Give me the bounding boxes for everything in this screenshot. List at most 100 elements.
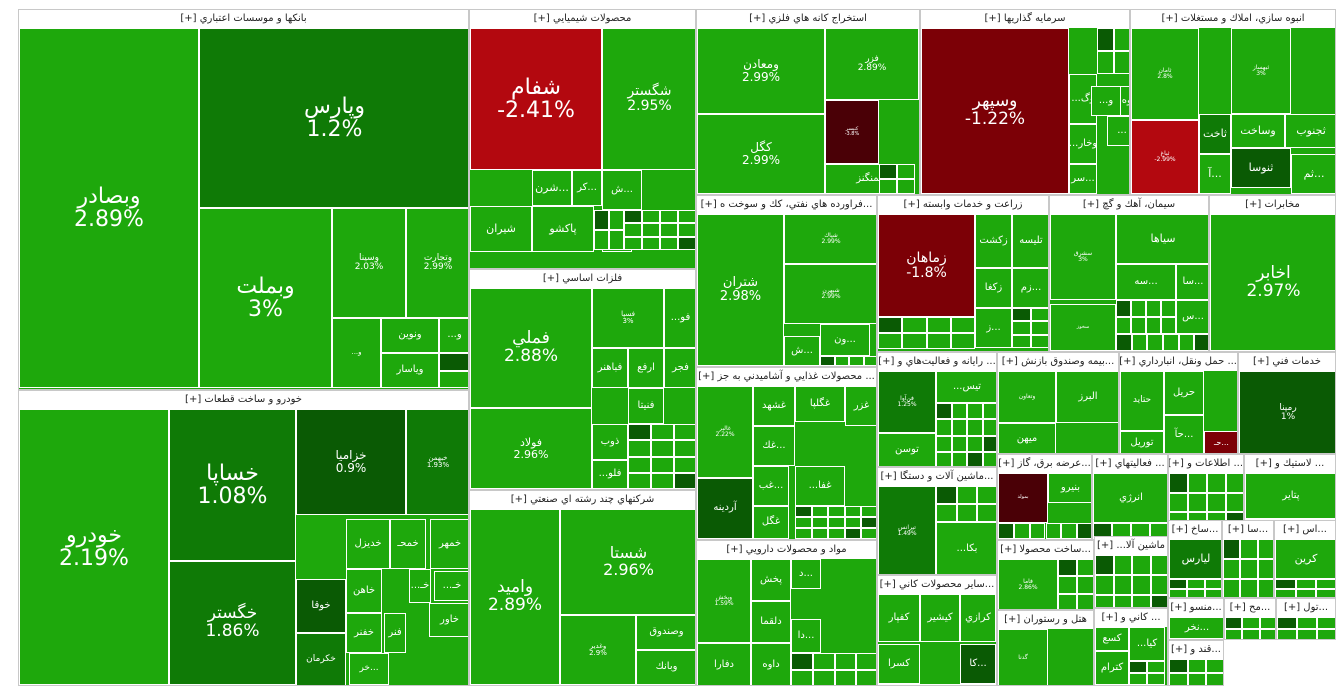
- stock-tile-small[interactable]: [1031, 321, 1048, 335]
- stock-tile-كفپار[interactable]: كفپار: [878, 594, 920, 642]
- stock-tile-small[interactable]: [936, 435, 952, 452]
- stock-tile-small[interactable]: [844, 528, 862, 539]
- stock-tile-خر[interactable]: ...خر: [349, 653, 389, 685]
- stock-tile-small[interactable]: [1275, 589, 1296, 597]
- stock-tile-كنيسر[interactable]: كنيسر -3.8%: [825, 100, 879, 164]
- stock-tile-small[interactable]: [651, 456, 674, 473]
- sector-header[interactable]: ...فراورده هاي نفتي، كك و سوخت ه [+]: [697, 196, 876, 215]
- stock-tile-small[interactable]: [1147, 661, 1165, 673]
- stock-tile-خفنر[interactable]: خفنر: [346, 613, 382, 653]
- stock-tile-small[interactable]: [977, 486, 996, 504]
- stock-tile-small[interactable]: [828, 517, 845, 528]
- stock-tile-شستا[interactable]: شستا 2.96%: [560, 509, 695, 615]
- stock-tile-small[interactable]: [1205, 589, 1221, 597]
- stock-tile-small[interactable]: [1132, 575, 1151, 595]
- stock-tile-small[interactable]: [1257, 579, 1273, 597]
- stock-tile-small[interactable]: [1147, 673, 1165, 685]
- stock-tile-small[interactable]: [1206, 659, 1223, 673]
- stock-tile-خساپا[interactable]: خساپا 1.08%: [169, 409, 296, 561]
- sector-header[interactable]: خودرو و ساخت قطعات [+]: [19, 391, 468, 410]
- sector-header[interactable]: ...ساخت محصولا [+]: [998, 541, 1093, 560]
- sector-header[interactable]: ... كاني و [+]: [1095, 609, 1167, 628]
- stock-tile-small[interactable]: [1131, 334, 1148, 351]
- stock-tile-خمهر[interactable]: خمهر: [430, 519, 468, 569]
- stock-tile-small[interactable]: [1147, 334, 1163, 351]
- sector-header[interactable]: محصولات شيميايي [+]: [470, 10, 695, 29]
- stock-tile-كسرا[interactable]: كسرا: [878, 644, 920, 684]
- sector-header[interactable]: بانكها و موسسات اعتباري [+]: [19, 10, 468, 29]
- stock-tile-وپخش[interactable]: وپخش 1.59%: [697, 559, 751, 643]
- stock-tile-small[interactable]: [628, 424, 651, 441]
- stock-tile-small[interactable]: [856, 653, 876, 670]
- stock-tile-small[interactable]: [1131, 317, 1146, 334]
- sector-header[interactable]: استخراج كانه هاي فلزي [+]: [697, 10, 919, 29]
- stock-tile-خاهن[interactable]: خاهن: [346, 569, 382, 613]
- stock-tile-small[interactable]: [642, 236, 660, 250]
- stock-tile-small[interactable]: [660, 210, 678, 224]
- stock-tile-ذوب[interactable]: ذوب: [592, 424, 628, 460]
- stock-tile-small[interactable]: [628, 472, 651, 489]
- stock-tile-سه[interactable]: ...سه: [1116, 264, 1176, 300]
- sector-header[interactable]: ...قند و [+]: [1169, 641, 1223, 660]
- stock-tile-small[interactable]: [609, 210, 624, 230]
- stock-tile-حآ[interactable]: ...حآ: [1164, 415, 1204, 453]
- stock-tile-سخوز[interactable]: سخوز: [1050, 304, 1116, 351]
- stock-tile-وصندوق[interactable]: وصندوق: [636, 615, 695, 650]
- stock-tile-small[interactable]: [1058, 593, 1077, 609]
- stock-tile-خـ[interactable]: خـ...: [409, 569, 431, 603]
- stock-tile-ثبهساز[interactable]: ثبهساز 3%: [1231, 28, 1291, 114]
- stock-tile-small[interactable]: [1187, 673, 1207, 685]
- stock-tile-small[interactable]: [791, 670, 813, 685]
- stock-tile-small[interactable]: [642, 223, 660, 237]
- stock-tile-small[interactable]: [624, 223, 642, 237]
- stock-tile-small[interactable]: [811, 517, 829, 528]
- stock-tile-small[interactable]: [609, 230, 624, 250]
- stock-tile-small[interactable]: [967, 419, 983, 436]
- stock-tile-small[interactable]: [1029, 523, 1046, 539]
- stock-tile-small[interactable]: [1169, 673, 1188, 685]
- stock-tile-حـ[interactable]: ...حـ: [1204, 431, 1237, 453]
- stock-tile-small[interactable]: [1225, 629, 1243, 639]
- stock-tile-كترام[interactable]: كترام: [1095, 651, 1129, 685]
- stock-tile-small[interactable]: [439, 370, 468, 388]
- stock-tile-غالبر[interactable]: غالبر 2.22%: [697, 386, 753, 478]
- stock-tile-اخابر[interactable]: اخابر 2.97%: [1210, 214, 1335, 351]
- stock-tile-زماهان[interactable]: زماهان -1.8%: [878, 214, 975, 317]
- stock-tile-small[interactable]: [956, 504, 978, 522]
- stock-tile-وتجارت[interactable]: وتجارت 2.99%: [406, 208, 468, 318]
- stock-tile-small[interactable]: [594, 210, 609, 230]
- stock-tile-زكشت[interactable]: زكشت: [975, 214, 1012, 268]
- stock-tile-فو[interactable]: فو...: [664, 288, 695, 348]
- stock-tile-small[interactable]: [1097, 51, 1114, 74]
- stock-tile-small[interactable]: [1297, 629, 1317, 639]
- stock-tile-small[interactable]: [1169, 473, 1188, 493]
- stock-tile-small[interactable]: [1077, 523, 1091, 539]
- sector-header[interactable]: فلزات اساسي [+]: [470, 270, 695, 289]
- stock-tile-وامید[interactable]: وامید 2.89%: [470, 509, 560, 685]
- stock-tile-ش[interactable]: ...ش: [602, 170, 642, 210]
- stock-tile-پخش[interactable]: پخش: [751, 559, 791, 601]
- stock-tile-خديزل[interactable]: خديزل: [346, 519, 390, 569]
- stock-tile-ز[interactable]: ...ز: [975, 308, 1012, 348]
- stock-tile-بمولد[interactable]: بمولد: [998, 473, 1048, 523]
- stock-tile-ثاخت[interactable]: ثاخت: [1199, 114, 1231, 154]
- stock-tile-small[interactable]: [967, 451, 983, 466]
- stock-tile-وسينا[interactable]: وسينا 2.03%: [332, 208, 406, 318]
- stock-tile-small[interactable]: [812, 653, 835, 670]
- stock-tile-small[interactable]: [844, 506, 862, 517]
- stock-tile-small[interactable]: [1061, 523, 1078, 539]
- stock-tile-small[interactable]: [1097, 28, 1114, 51]
- stock-tile-small[interactable]: [1295, 579, 1317, 589]
- stock-tile-توريل[interactable]: توريل: [1120, 431, 1164, 453]
- stock-tile-small[interactable]: [1012, 308, 1031, 322]
- stock-tile-small[interactable]: [812, 670, 835, 685]
- stock-tile-خودرو[interactable]: خودرو 2.19%: [19, 409, 169, 685]
- stock-tile-كا[interactable]: ...كا: [960, 644, 996, 684]
- stock-tile-small[interactable]: [926, 333, 951, 349]
- stock-tile-small[interactable]: [628, 440, 651, 457]
- stock-tile-small[interactable]: [1259, 629, 1275, 639]
- stock-tile-small[interactable]: [1013, 523, 1030, 539]
- stock-tile-small[interactable]: [1146, 300, 1161, 317]
- stock-tile-small[interactable]: [1187, 579, 1205, 589]
- stock-tile-وبصادر[interactable]: وبصادر 2.89%: [19, 28, 199, 388]
